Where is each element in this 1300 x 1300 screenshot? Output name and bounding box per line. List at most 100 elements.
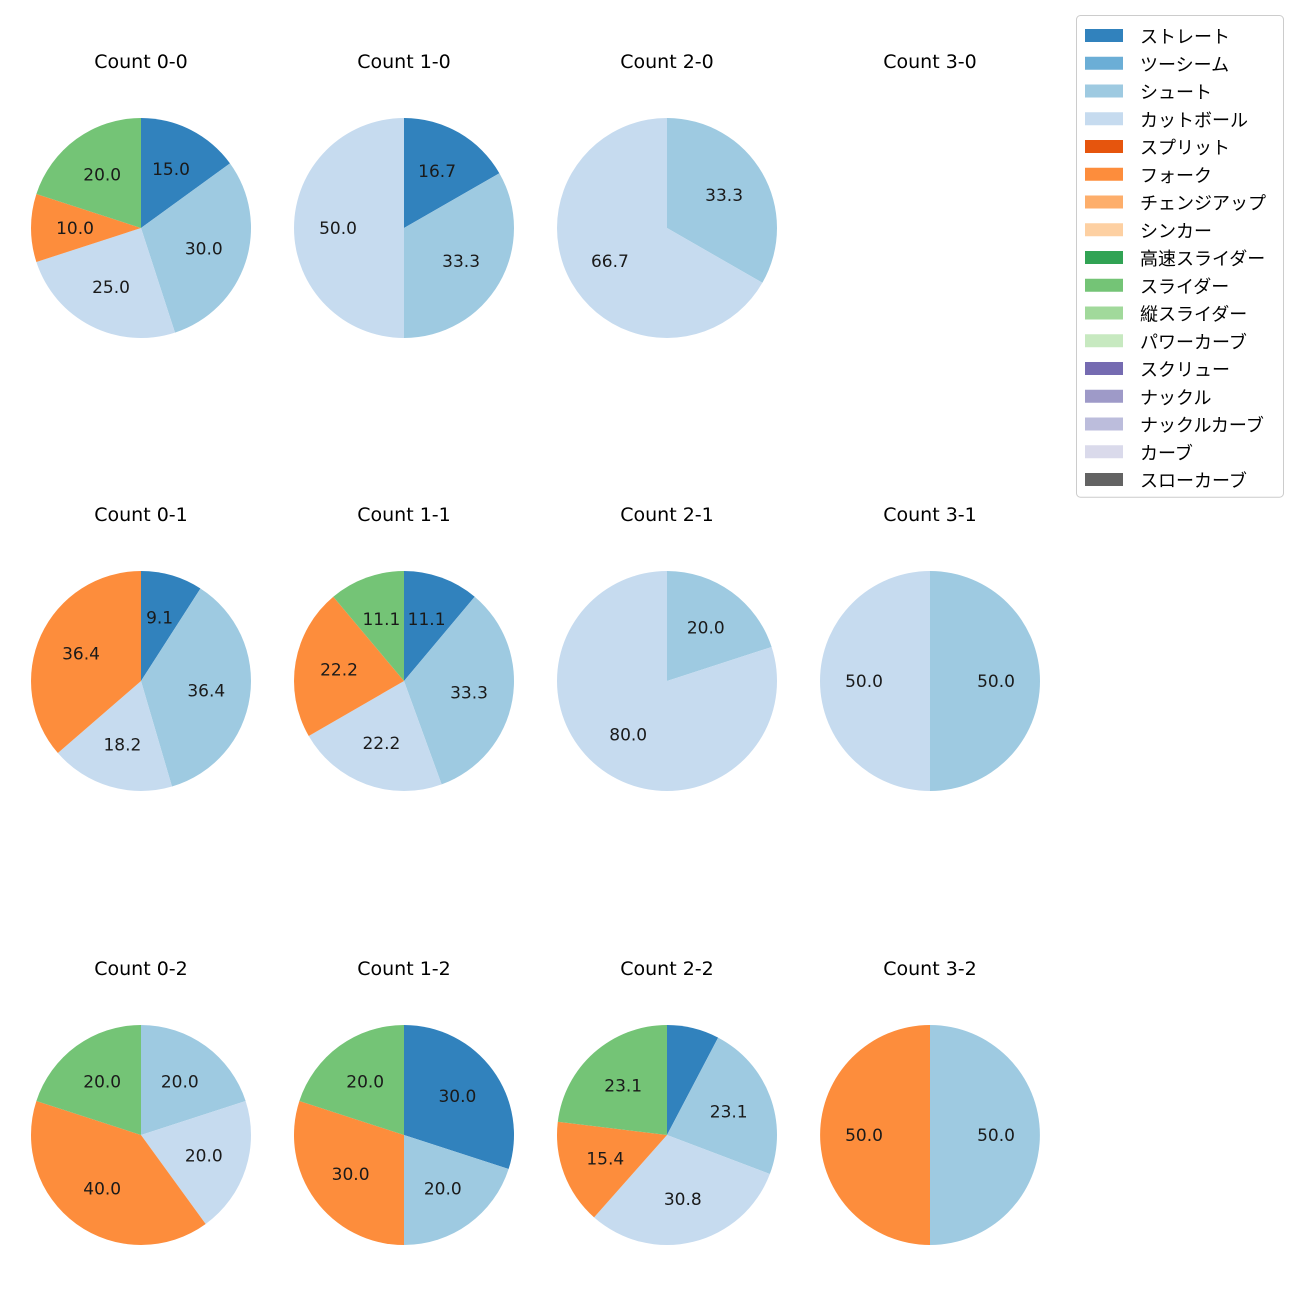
legend-frame	[1076, 15, 1284, 498]
legend-entry-label: シンカー	[1140, 221, 1212, 242]
pie-count-3-2: Count 3-2 50.0 50.0	[820, 958, 1040, 1245]
pie-slice	[141, 118, 230, 228]
slice-value-label: 9.1	[146, 609, 173, 629]
slice-value-label: 15.4	[586, 1149, 624, 1169]
legend-swatch	[1085, 29, 1123, 42]
pie-slice	[930, 571, 1040, 791]
legend-entry-label: スプリット	[1140, 138, 1230, 159]
legend-swatch	[1085, 167, 1123, 181]
legend-swatch	[1085, 56, 1123, 70]
pie-slice	[141, 588, 251, 787]
pie-slice	[667, 1025, 719, 1135]
pie-slice	[299, 1025, 404, 1135]
legend-entry-label: カーブ	[1140, 442, 1193, 464]
pie-count-2-0: Count 2-0 33.3 66.7	[557, 51, 778, 338]
legend-entry-label: カットボール	[1140, 110, 1248, 131]
pie-slice	[556, 1121, 667, 1218]
pie-slice	[667, 571, 772, 681]
legend-entry-label: スクリュー	[1140, 360, 1230, 381]
pie-title: Count 1-2	[357, 958, 451, 980]
slice-value-label: 30.0	[185, 239, 223, 259]
pie-slice	[404, 117, 500, 228]
legend-entry-label: フォーク	[1140, 166, 1212, 187]
pie-slice	[404, 1025, 515, 1169]
legend-entry-label: ツーシーム	[1140, 55, 1229, 76]
slice-value-label: 50.0	[845, 672, 883, 692]
pie-count-1-0: Count 1-0 16.7 33.3 50.0	[294, 51, 515, 339]
legend-entry-label: シュート	[1140, 83, 1212, 104]
pie-count-0-0: Count 0-0 15.0 30.0 25.0 10.0 20.0	[30, 51, 252, 339]
pie-slice	[820, 1025, 930, 1245]
pie-title: Count 2-2	[620, 958, 714, 980]
pie-slice	[36, 118, 141, 228]
pie-title: Count 0-1	[94, 504, 188, 526]
pie-slice	[294, 118, 404, 338]
pie-title: Count 0-0	[94, 51, 188, 73]
legend-entry-label: 高速スライダー	[1140, 249, 1265, 270]
legend-swatch	[1085, 195, 1123, 209]
slice-value-label: 33.3	[450, 684, 488, 704]
pie-slice	[141, 1101, 252, 1224]
pie-title: Count 2-1	[620, 504, 714, 526]
slice-value-label: 30.0	[332, 1165, 370, 1185]
slice-value-label: 50.0	[977, 1126, 1015, 1146]
pie-slice	[667, 1037, 777, 1175]
pie-slice	[667, 118, 778, 283]
pie-slice	[404, 571, 475, 681]
slice-value-label: 33.3	[705, 186, 743, 206]
legend-entry-label: チェンジアップ	[1140, 194, 1266, 215]
legend-entry-label: ストレート	[1140, 27, 1230, 48]
pie-slice	[294, 596, 404, 736]
pie-slice	[57, 681, 172, 791]
legend-swatch	[1085, 473, 1123, 486]
pie-slice	[404, 596, 515, 785]
pie-title: Count 3-0	[883, 51, 977, 73]
slice-value-label: 36.4	[187, 681, 225, 701]
pie-slice	[594, 1135, 770, 1246]
pie-slice	[557, 571, 778, 791]
pie-slice	[820, 571, 930, 791]
legend-swatch	[1085, 112, 1123, 126]
legend-swatch	[1085, 84, 1123, 98]
pie-slice	[404, 173, 515, 339]
pie-slice	[293, 1101, 404, 1245]
pie-title: Count 3-2	[883, 958, 977, 980]
legend-swatch	[1085, 140, 1123, 153]
pie-count-2-2: Count 2-2 23.1 30.8 15.4 23.1	[556, 958, 777, 1246]
legend-entry-label: パワーカーブ	[1140, 331, 1247, 353]
pie-slice	[31, 571, 142, 754]
slice-value-label: 36.4	[62, 645, 100, 665]
slice-value-label: 16.7	[418, 162, 456, 182]
slice-value-label: 20.0	[83, 166, 121, 186]
pie-slice	[930, 1025, 1040, 1245]
slice-value-label: 20.0	[83, 1073, 121, 1093]
legend-swatch	[1085, 251, 1123, 264]
pie-slice	[30, 1101, 206, 1246]
legend-entry-label: 縦スライダー	[1140, 305, 1247, 326]
slice-value-label: 50.0	[977, 672, 1015, 692]
slice-value-label: 20.0	[687, 619, 725, 639]
pie-count-3-1: Count 3-1 50.0 50.0	[820, 504, 1040, 791]
pie-slice	[36, 1025, 141, 1135]
slice-value-label: 20.0	[185, 1146, 223, 1166]
slice-value-label: 11.1	[408, 610, 446, 630]
slice-value-label: 20.0	[424, 1179, 462, 1199]
slice-value-label: 23.1	[710, 1103, 748, 1123]
slice-value-label: 15.0	[152, 160, 190, 180]
legend-swatch	[1085, 223, 1123, 237]
slice-value-label: 10.0	[56, 219, 94, 239]
pie-slice	[557, 1025, 667, 1135]
pie-slice	[36, 228, 175, 339]
slice-value-label: 22.2	[362, 734, 400, 754]
slice-value-label: 20.0	[161, 1073, 199, 1093]
pie-count-0-1: Count 0-1 9.1 36.4 18.2 36.4	[31, 504, 251, 791]
legend-swatch	[1085, 389, 1123, 403]
pie-slice	[30, 194, 141, 262]
slice-value-label: 80.0	[609, 725, 647, 745]
slice-value-label: 40.0	[83, 1179, 121, 1199]
pie-count-3-0: Count 3-0	[883, 51, 977, 73]
pie-title: Count 3-1	[883, 504, 977, 526]
legend: ストレートツーシームシュートカットボールスプリットフォークチェンジアップシンカー…	[1076, 15, 1284, 498]
pie-count-1-2: Count 1-2 30.0 20.0 30.0 20.0	[293, 958, 515, 1245]
